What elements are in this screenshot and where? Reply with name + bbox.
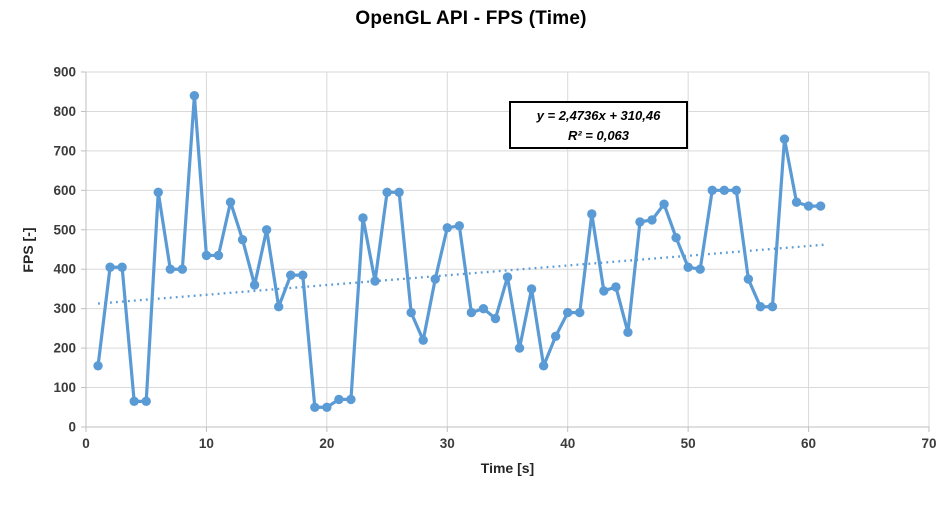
data-point [647,215,657,225]
x-tick-label: 40 [560,436,575,451]
data-point [105,262,115,272]
data-point [298,270,308,280]
data-point [623,327,633,338]
data-point [286,270,296,280]
y-axis-title: FPS [-] [20,227,36,273]
data-point [538,361,549,371]
data-point [418,335,428,345]
data-point [394,187,404,198]
x-tick-label: 0 [82,436,90,451]
y-tick-label: 800 [53,104,76,119]
data-point [370,276,380,286]
data-point [695,264,705,274]
data-point [141,396,151,407]
data-point [153,187,163,198]
data-point [815,201,826,211]
data-point [225,197,236,207]
trendline-r2: R² = 0,063 [567,128,630,144]
data-point [261,225,272,235]
data-point [587,209,597,219]
y-tick-label: 100 [53,380,76,395]
x-tick-label: 50 [681,436,696,451]
x-tick-label: 20 [319,436,334,451]
data-point [563,307,573,318]
data-point [611,282,621,292]
data-point [514,343,525,353]
data-point [779,134,790,144]
data-point [346,394,356,405]
data-point [599,286,609,296]
data-point [454,221,465,231]
data-point [358,213,368,223]
data-point [803,201,814,211]
x-axis-title: Time [s] [480,460,535,476]
y-tick-label: 600 [53,183,76,198]
data-point [466,307,477,318]
data-point [189,90,200,101]
x-tick-label: 60 [801,436,816,451]
data-point [273,301,284,312]
trendline-equation: y = 2,4736x + 310,46 [536,108,661,123]
data-point [743,274,754,284]
data-point [406,307,416,318]
data-point [791,197,802,207]
data-point [382,187,392,198]
data-point [177,264,188,274]
chart-title: OpenGL API - FPS (Time) [355,8,587,29]
data-point [767,301,778,312]
x-tick-label: 10 [199,436,214,451]
data-point [755,301,766,312]
data-point [165,264,175,274]
data-point [249,280,260,290]
data-point [442,223,452,233]
data-point [310,402,320,412]
data-point [322,402,332,412]
y-tick-label: 400 [53,262,76,277]
data-point [490,313,501,324]
data-point [731,185,742,196]
data-point [237,234,248,245]
trendline-annotation: y = 2,4736x + 310,46 R² = 0,063 [509,101,688,149]
data-point [635,217,645,227]
data-point [117,262,127,272]
data-point [502,272,513,282]
data-point [201,250,212,261]
data-point [334,394,344,405]
y-tick-label: 300 [53,301,76,316]
data-point [707,185,717,196]
data-point [575,307,585,318]
data-point [430,274,440,284]
data-point [213,250,224,261]
data-point [671,232,681,243]
y-tick-label: 0 [68,420,76,435]
y-tick-label: 900 [53,65,76,80]
data-point [659,199,669,209]
data-point [478,303,489,314]
data-point [526,284,537,294]
data-point [719,185,729,196]
x-tick-label: 70 [921,436,936,451]
data-point [550,331,561,341]
data-point [683,262,693,272]
x-tick-label: 30 [440,436,455,451]
y-tick-label: 200 [53,341,76,356]
y-tick-label: 700 [53,143,76,158]
y-tick-label: 500 [53,222,76,237]
data-point [93,361,103,371]
data-point [129,396,139,407]
